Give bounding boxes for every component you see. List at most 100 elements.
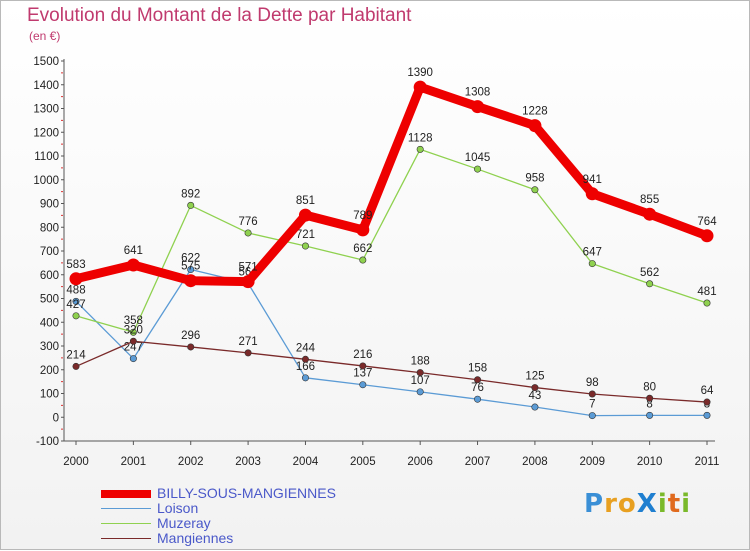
data-label-mangiennes: 296 [181,330,200,342]
data-point-loison [703,411,711,419]
legend-label: Mangiennes [157,530,234,546]
data-point-muzeray [187,201,195,209]
proxiti-logo: ProXiti [584,489,691,519]
y-tick-label: 200 [40,365,59,377]
legend-swatch [101,508,151,509]
data-point-muzeray [416,145,424,153]
data-label-mangiennes: 98 [586,377,599,389]
y-tick-label: 900 [40,199,59,211]
data-point-muzeray [646,280,654,288]
series-line-muzeray [75,148,708,333]
data-label-billy-sous-mangiennes: 575 [181,261,200,273]
legend-label: Muzeray [157,515,211,531]
data-point-loison [187,266,195,274]
data-point-loison [416,388,424,396]
data-label-mangiennes: 64 [701,385,714,397]
y-tick-label: 800 [40,222,59,234]
data-label-muzeray: 358 [124,315,143,327]
data-point-mangiennes [416,369,424,377]
y-tick-label: 1500 [33,56,59,68]
data-label-loison: 137 [353,368,372,380]
data-point-billy-sous-mangiennes [528,119,542,133]
data-label-billy-sous-mangiennes: 1228 [522,106,548,118]
data-point-loison [646,411,654,419]
data-point-mangiennes [187,343,195,351]
y-tick-label: 400 [40,317,59,329]
data-label-loison: 622 [181,253,200,265]
logo-letter: t [667,489,682,519]
data-label-billy-sous-mangiennes: 941 [583,174,602,186]
data-point-muzeray [474,165,482,173]
legend-swatch [101,523,151,524]
data-point-muzeray [588,260,596,268]
data-label-mangiennes: 214 [66,349,86,361]
data-label-mangiennes: 188 [411,356,430,368]
logo-letter: P [584,489,605,519]
x-tick-label: 2000 [63,456,89,468]
data-point-billy-sous-mangiennes [298,208,312,222]
data-label-loison: 166 [296,361,315,373]
y-tick-label: 600 [40,270,59,282]
data-point-mangiennes [646,394,654,402]
series-line-billy-sous-mangiennes [71,82,712,287]
data-label-muzeray: 1128 [408,132,433,144]
data-label-loison: 247 [124,342,143,354]
y-tick-label: 100 [40,389,59,401]
data-point-loison [72,297,80,305]
data-label-muzeray: 892 [181,188,200,200]
data-point-loison [301,374,309,382]
data-label-muzeray: 427 [66,299,85,311]
data-point-muzeray [703,299,711,307]
y-tick-label: 1200 [33,127,59,139]
data-label-muzeray: 776 [238,216,257,228]
logo-letter: X [636,489,658,519]
x-tick-label: 2001 [121,456,147,468]
x-tick-label: 2006 [407,456,433,468]
data-label-billy-sous-mangiennes: 583 [66,259,85,271]
logo-letter: i [681,489,692,519]
data-point-mangiennes [531,384,539,392]
x-tick-label: 2007 [465,456,491,468]
data-point-loison [359,381,367,389]
data-point-billy-sous-mangiennes [471,100,485,114]
data-label-billy-sous-mangiennes: 1390 [407,67,433,79]
data-point-muzeray [301,242,309,250]
data-label-billy-sous-mangiennes: 764 [697,216,717,228]
data-label-muzeray: 662 [353,243,372,255]
data-label-loison: 107 [411,375,430,387]
y-tick-label: -100 [36,436,59,448]
data-point-loison [129,355,137,363]
x-tick-label: 2009 [579,456,605,468]
data-label-muzeray: 647 [583,247,602,259]
x-tick-label: 2010 [637,456,663,468]
data-label-mangiennes: 271 [238,336,257,348]
data-label-billy-sous-mangiennes: 1308 [465,87,491,99]
data-label-loison: 8 [646,398,652,410]
y-tick-label: 500 [40,294,59,306]
data-point-mangiennes [474,376,482,384]
x-tick-label: 2004 [293,456,319,468]
data-label-loison: 488 [66,284,85,296]
data-point-loison [474,395,482,403]
x-tick-label: 2002 [178,456,204,468]
data-point-mangiennes [301,355,309,363]
data-label-muzeray: 562 [640,267,659,279]
data-point-muzeray [531,186,539,194]
data-point-mangiennes [244,349,252,357]
legend-swatch [101,538,151,539]
x-tick-label: 2005 [350,456,376,468]
series-line-loison [75,268,708,417]
data-point-billy-sous-mangiennes [585,187,599,201]
data-label-mangiennes: 158 [468,363,487,375]
data-label-muzeray: 1045 [465,152,491,164]
legend-label: Loison [157,500,199,516]
logo-letter: o [617,489,637,519]
data-point-billy-sous-mangiennes [356,223,370,237]
data-label-billy-sous-mangiennes: 571 [238,262,257,274]
y-tick-label: 1400 [33,80,59,92]
unit-label: (en €) [29,29,61,43]
y-tick-label: 300 [40,341,59,353]
data-label-billy-sous-mangiennes: 851 [296,195,315,207]
